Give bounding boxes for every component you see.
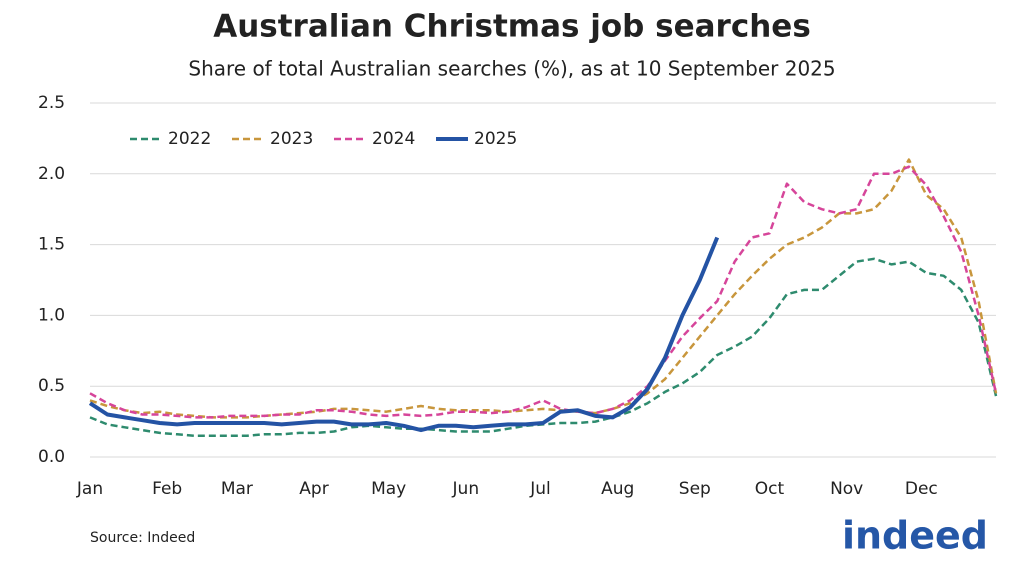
series-line: [88, 236, 720, 433]
source: Source: Indeed: [90, 530, 195, 546]
series-line: [89, 165, 998, 419]
legend-label: 2024: [372, 129, 415, 149]
x-tick-label: Nov: [830, 479, 863, 499]
x-tick-label: Apr: [299, 479, 328, 499]
x-tick-label: Oct: [755, 479, 785, 499]
legend-label: 2025: [474, 129, 517, 149]
x-tick-label: Mar: [221, 479, 253, 499]
x-tick-label: Feb: [152, 479, 182, 499]
chart-title: Australian Christmas job searches: [213, 9, 811, 45]
x-tick-label: Dec: [905, 479, 938, 499]
logo: indeed: [842, 514, 988, 558]
x-tick-label: May: [371, 479, 406, 499]
legend-label: 2022: [168, 129, 211, 149]
series-line: [89, 158, 998, 419]
y-tick-label: 2.5: [38, 93, 65, 113]
x-tick-label: Aug: [601, 479, 634, 499]
legend-label: 2023: [270, 129, 313, 149]
y-tick-label: 0.0: [38, 447, 65, 467]
y-tick-label: 1.5: [38, 235, 65, 255]
x-tick-label: Jan: [76, 479, 103, 499]
x-tick-label: Jul: [529, 479, 551, 499]
y-tick-label: 2.0: [38, 164, 65, 184]
chart-subtitle: Share of total Australian searches (%), …: [188, 57, 835, 81]
x-tick-label: Sep: [679, 479, 711, 499]
y-tick-label: 1.0: [38, 305, 65, 325]
y-tick-label: 0.5: [38, 376, 65, 396]
x-tick-label: Jun: [452, 479, 480, 499]
